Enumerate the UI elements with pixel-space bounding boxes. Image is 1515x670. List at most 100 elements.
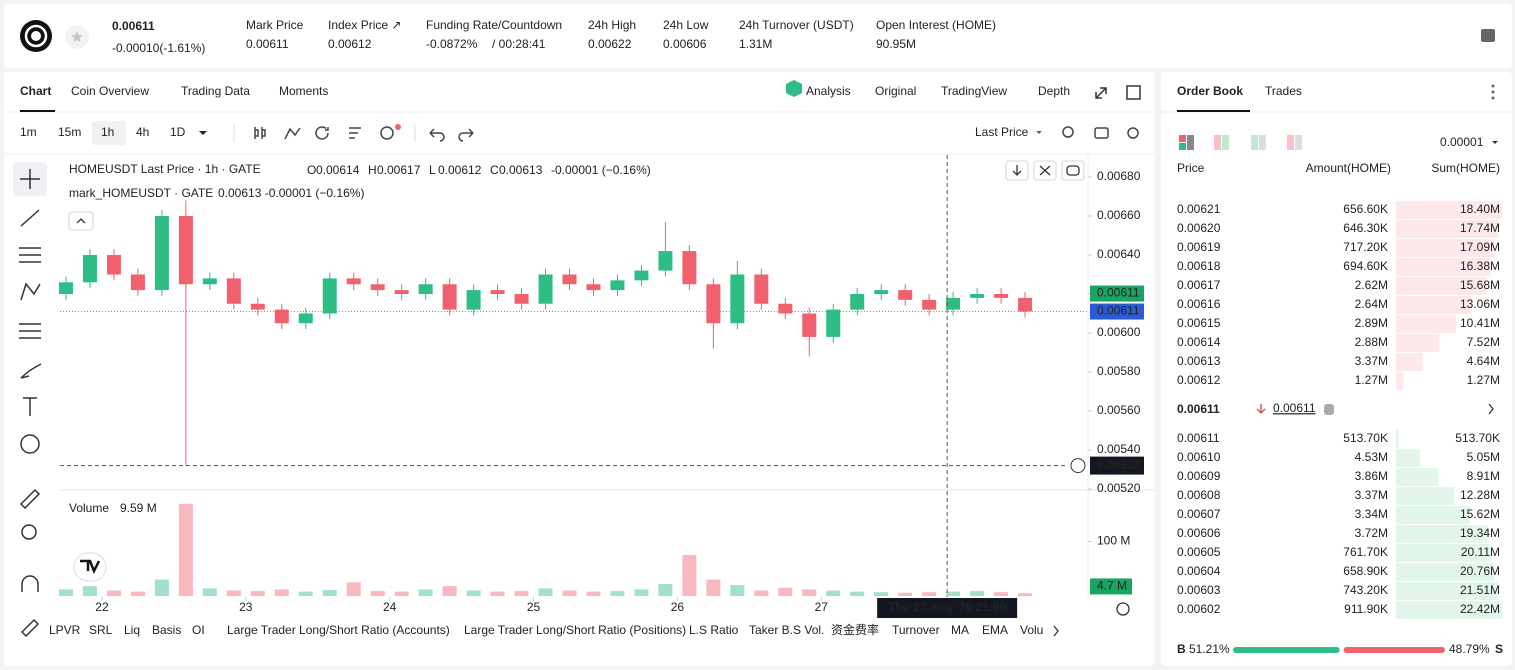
chart-tab[interactable]: Trading Data [181,84,250,98]
interval[interactable]: 4h [136,125,149,139]
pattern-tool[interactable] [20,282,41,301]
indicator[interactable]: Large Trader Long/Short Ratio (Accounts) [227,623,450,637]
view-tab[interactable]: TradingView [941,84,1007,98]
zoom-tool[interactable] [21,524,37,540]
chart-tab[interactable]: Chart [20,84,51,98]
precision-dropdown[interactable] [1492,141,1498,144]
settings-icon[interactable] [1127,127,1139,139]
fullscreen-icon[interactable] [1095,87,1107,99]
depth-bar [1396,372,1404,390]
book-more[interactable] [1488,403,1494,415]
book-sum: 4.64M [1467,354,1500,368]
crosshair-add[interactable] [1070,458,1086,474]
layout-alt[interactable] [1214,135,1221,150]
replay-icon[interactable] [315,126,329,140]
view-tab[interactable]: Analysis [806,84,851,98]
book-menu[interactable] [1491,84,1495,100]
indicator[interactable]: LPVR [49,623,81,637]
legend-value: 0.00612 [438,163,482,177]
reset-button[interactable] [1061,160,1085,181]
indicator[interactable]: L.S Ratio [689,623,739,637]
precision[interactable]: 0.00001 [1440,135,1484,149]
candle-body [730,274,745,324]
fib-tool[interactable] [19,323,41,339]
chart-settings[interactable] [1116,602,1130,616]
candle-type-icon[interactable] [254,127,266,139]
search-icon[interactable] [1062,126,1074,138]
book-tab[interactable]: Order Book [1177,84,1243,98]
indicator[interactable]: SRL [89,623,113,637]
depth-bar [1396,468,1439,486]
book-amount: 2.89M [1355,316,1388,330]
indicator[interactable]: Liq [124,623,140,637]
depth-bar [1396,601,1502,619]
compare-button[interactable] [1033,160,1057,181]
indicator[interactable]: Volu [1020,623,1043,637]
candle-body [370,284,385,291]
header-menu[interactable] [1481,29,1495,42]
add-icon[interactable] [380,126,394,140]
magnet-tool[interactable] [21,575,39,592]
indicator[interactable]: MA [951,623,969,637]
interval[interactable]: 1D [170,125,186,139]
chart-tab[interactable]: Coin Overview [71,84,149,98]
depth-bar [1396,315,1456,333]
layout-bids[interactable] [1251,135,1258,150]
indicator[interactable]: Turnover [892,623,940,637]
book-tab[interactable]: Trades [1265,84,1302,98]
redo-icon[interactable] [458,128,474,142]
indicator[interactable]: OI [192,623,205,637]
indicator-more[interactable] [1053,625,1059,637]
indicator[interactable]: Taker B.S Vol. [749,623,824,637]
candle-body [634,270,649,281]
interval[interactable]: 15m [58,125,81,139]
book-sum: 12.28M [1460,488,1500,502]
price-type[interactable]: Last Price [975,125,1029,139]
header-bg [4,4,1512,68]
view-tab[interactable]: Original [875,84,916,98]
layout-asks[interactable] [1287,135,1294,150]
interval[interactable]: 1h [101,125,114,139]
pencil-tool[interactable] [20,618,40,638]
candle-body [538,274,553,304]
scroll-button[interactable] [1005,160,1029,181]
window-icon[interactable] [1126,85,1141,100]
stat-extra: / 00:28:41 [492,37,546,51]
price-dropdown[interactable] [1036,131,1042,134]
collapse-button[interactable] [68,211,94,231]
indicator[interactable]: 资金费率 [831,622,879,637]
y-tick-label: 0.00560 [1097,403,1141,417]
layout-asks [1295,135,1302,150]
candle-body [826,309,841,337]
y-tick-label: 0.00540 [1097,442,1141,456]
view-tab[interactable]: Depth [1038,84,1070,98]
interval-dropdown[interactable] [199,131,207,135]
indicator-icon[interactable] [284,127,301,140]
brush-tool[interactable] [20,363,42,379]
text-tool[interactable] [23,397,37,416]
layout-bids [1259,135,1266,150]
crosshair-tool[interactable] [20,169,40,189]
book-sum: 19.34M [1460,526,1500,540]
emoji-tool[interactable] [20,434,40,454]
book-sum: 1.27M [1467,373,1500,387]
template-icon[interactable] [349,127,361,139]
camera-icon[interactable] [1094,127,1109,139]
chart-tab[interactable]: Moments [279,84,328,98]
line-tool[interactable] [20,209,40,227]
undo-icon[interactable] [429,128,445,142]
last-price-box [1090,285,1144,302]
book-amount: 717.20K [1343,240,1388,254]
book-sum: 20.76M [1460,564,1500,578]
ruler-tool[interactable] [19,488,41,510]
last-volume-box [1090,578,1132,595]
layout-both[interactable] [1179,135,1186,142]
indicator[interactable]: EMA [982,623,1008,637]
x-tick-label: 25 [527,600,541,614]
indicator[interactable]: Large Trader Long/Short Ratio (Positions… [464,623,686,637]
indicator[interactable]: Basis [152,623,181,637]
hline-tool[interactable] [19,247,41,263]
book-amount: 3.72M [1355,526,1388,540]
interval[interactable]: 1m [20,125,37,139]
candle-body [226,278,241,304]
